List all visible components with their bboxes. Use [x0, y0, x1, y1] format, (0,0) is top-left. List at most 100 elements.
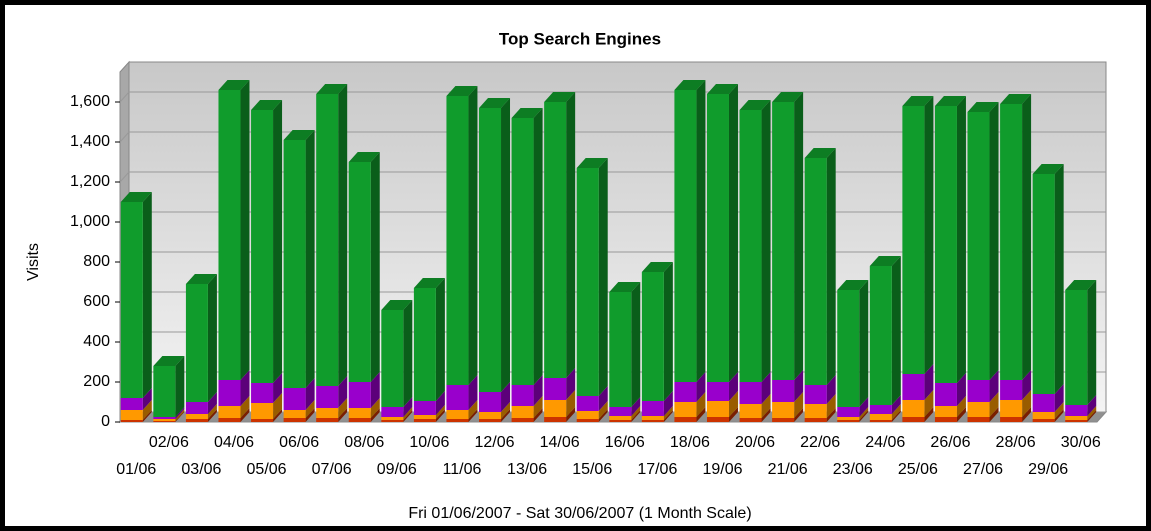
x-tick-label: 26/06	[930, 434, 970, 451]
bar	[511, 385, 534, 406]
bar-side	[728, 372, 738, 401]
bar	[348, 418, 371, 422]
bar-side	[1087, 395, 1097, 416]
bar	[706, 382, 729, 401]
bar-side	[956, 373, 966, 406]
bar-side	[1087, 280, 1097, 405]
bar	[153, 421, 176, 422]
bar	[804, 158, 827, 385]
bar-side	[240, 80, 250, 380]
bar-side	[956, 407, 966, 422]
bar-side	[631, 282, 641, 407]
bar-side	[533, 408, 543, 422]
x-tick-label: 27/06	[963, 461, 1003, 478]
x-tick-label: 28/06	[996, 434, 1036, 451]
bar-side	[370, 372, 380, 408]
bar	[283, 410, 306, 418]
bar	[772, 418, 795, 422]
bar	[772, 102, 795, 380]
bar	[902, 400, 925, 417]
bar-side	[728, 407, 738, 422]
bar-top	[772, 92, 804, 102]
bar	[479, 392, 502, 412]
bar-side	[794, 392, 804, 418]
bar-side	[338, 398, 348, 418]
bar-top	[251, 100, 283, 110]
bar-stack	[609, 282, 641, 422]
bar-top	[185, 274, 217, 284]
bar-stack	[1065, 280, 1097, 422]
bar	[967, 402, 990, 417]
bar-side	[631, 397, 641, 416]
bar	[967, 112, 990, 380]
bar	[706, 417, 729, 422]
bar	[1065, 405, 1088, 416]
bar	[934, 406, 957, 417]
bar-stack	[120, 192, 152, 422]
bar-side	[501, 98, 511, 392]
bar-side	[794, 92, 804, 380]
bar-side	[891, 404, 901, 420]
bar-stack	[902, 96, 934, 422]
bar	[251, 383, 274, 403]
bar-stack	[185, 274, 217, 422]
bar-side	[142, 388, 152, 410]
x-tick-label: 29/06	[1028, 461, 1068, 478]
bar	[837, 290, 860, 407]
bar	[348, 408, 371, 418]
bar-top	[381, 300, 413, 310]
bar	[413, 419, 436, 422]
bar	[902, 106, 925, 374]
bar-side	[794, 408, 804, 422]
bar	[609, 292, 632, 407]
bar-side	[956, 96, 966, 383]
bar-top	[804, 148, 836, 158]
x-tick-label: 13/06	[507, 461, 547, 478]
bar-stack	[804, 148, 836, 422]
x-tick-label: 03/06	[181, 461, 221, 478]
bar-side	[924, 407, 934, 422]
bar-side	[273, 100, 283, 383]
bar	[902, 417, 925, 422]
bar	[446, 410, 469, 419]
bar-side	[207, 404, 217, 419]
bar-side	[924, 390, 934, 417]
bar	[674, 417, 697, 422]
bar-stack	[641, 262, 673, 422]
bar	[641, 401, 664, 416]
bar-side	[728, 391, 738, 417]
bar	[544, 417, 567, 422]
bar	[641, 272, 664, 401]
bar-side	[598, 158, 608, 396]
bar	[479, 108, 502, 392]
bar-side	[1022, 390, 1032, 417]
bar-top	[576, 158, 608, 168]
bar-stack	[446, 86, 478, 422]
bar-side	[696, 407, 706, 422]
bar	[869, 266, 892, 405]
bar-side	[1022, 370, 1032, 400]
bar-stack	[316, 84, 348, 422]
x-tick-label: 04/06	[214, 434, 254, 451]
bar	[1000, 417, 1023, 422]
bar	[316, 94, 339, 386]
y-tick-label: 400	[83, 333, 110, 350]
bar	[739, 404, 762, 418]
bar	[641, 420, 664, 422]
bar-top	[511, 108, 543, 118]
bar-side	[1054, 409, 1064, 422]
bar-side	[761, 408, 771, 422]
bar-side	[663, 391, 673, 416]
bar	[609, 420, 632, 422]
bar	[804, 404, 827, 418]
bar	[837, 417, 860, 420]
bar-stack	[934, 96, 966, 422]
bar-side	[338, 84, 348, 386]
bar	[576, 419, 599, 422]
bar-side	[175, 411, 185, 422]
bar	[1000, 380, 1023, 400]
bar-side	[826, 375, 836, 404]
bar-side	[891, 410, 901, 422]
bar-side	[501, 409, 511, 422]
bar	[446, 419, 469, 422]
